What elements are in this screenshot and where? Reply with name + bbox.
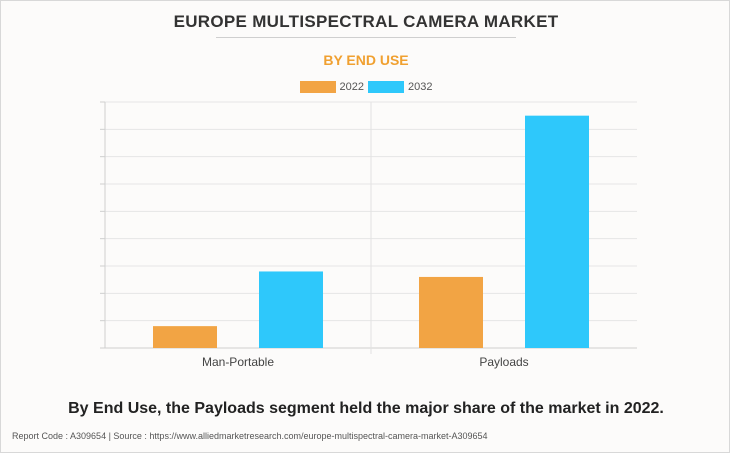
bar-2022-payloads	[419, 276, 483, 348]
chart-subtitle: BY END USE	[323, 52, 409, 68]
bar-chart: Man-Portable Payloads	[100, 101, 637, 369]
bar-2032-payloads	[525, 115, 589, 349]
report-footer: Report Code : A309654 | Source : https:/…	[12, 431, 488, 441]
legend-item-2022[interactable]: 2022	[299, 81, 364, 93]
legend-item-2032[interactable]: 2032	[368, 81, 432, 93]
legend-swatch-2022	[299, 81, 336, 93]
chart-title: EUROPE MULTISPECTRAL CAMERA MARKET	[173, 12, 559, 31]
bar-2022-man-portable	[153, 326, 217, 348]
legend-swatch-2032	[368, 81, 404, 93]
chart-caption: By End Use, the Payloads segment held th…	[68, 400, 664, 417]
bar-2032-man-portable	[259, 271, 323, 348]
title-divider	[216, 37, 516, 38]
legend-label-2032: 2032	[408, 81, 433, 93]
chart-legend: 2022 2032	[1, 81, 730, 93]
legend-label-2022: 2022	[339, 81, 364, 93]
x-tick-label: Man-Portable	[202, 355, 274, 369]
x-tick-label: Payloads	[479, 355, 528, 369]
